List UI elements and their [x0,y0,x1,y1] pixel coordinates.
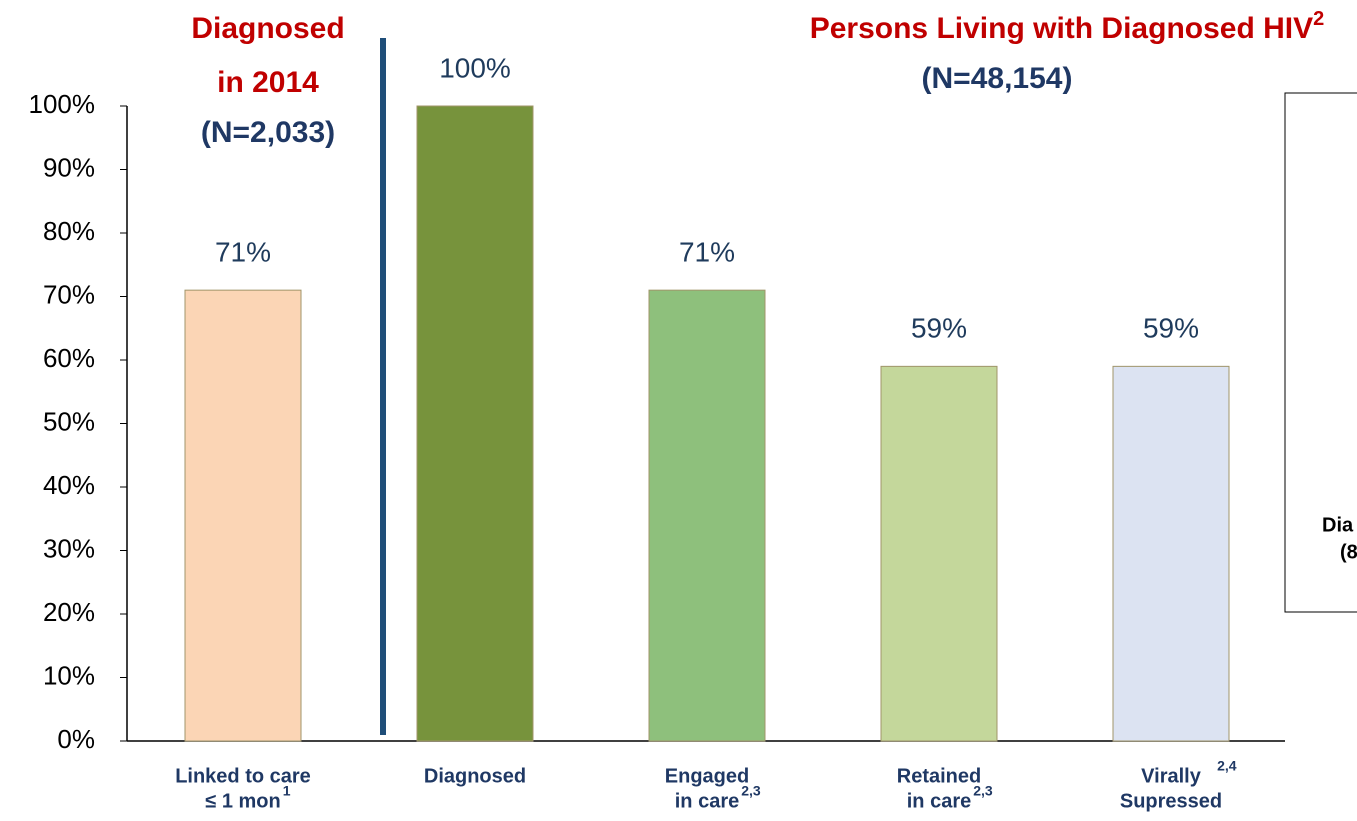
side-panel-text: (8 [1340,541,1357,563]
bar [880,365,998,742]
x-tick-note: 2,4 [1217,758,1237,774]
y-tick-label: 100% [29,89,96,119]
left-title: in 2014 [217,66,319,99]
x-tick-note: 2,3 [741,783,761,799]
value-label: 71% [679,237,735,268]
chart-title: Persons Living with Diagnosed HIV2 [810,8,1325,45]
y-tick-label: 40% [43,470,95,500]
x-tick-label: Linked to care [175,765,311,787]
chart-title-text: Persons Living with Diagnosed HIV [810,12,1313,45]
y-tick-label: 30% [43,533,95,563]
x-tick-label: Diagnosed [424,765,526,787]
y-tick-label: 10% [43,660,95,690]
chart-subtitle: (N=48,154) [922,62,1073,95]
y-tick-label: 90% [43,152,95,182]
side-panel [1284,92,1357,613]
side-panel-text: Dia [1322,514,1354,536]
bar [648,289,766,742]
chart-title-note: 2 [1313,8,1324,30]
x-tick-label: Virally [1141,765,1202,787]
y-tick-label: 70% [43,279,95,309]
x-tick-label: Retained [897,765,981,787]
left-title: Diagnosed [191,12,344,45]
x-tick-label: Engaged [665,765,749,787]
x-tick-note: 2,3 [973,783,993,799]
bar [1112,365,1230,742]
x-tick-label: Supressed [1120,790,1222,812]
x-tick-label: ≤ 1 mon [205,790,280,812]
y-tick-label: 20% [43,597,95,627]
x-tick-note: 1 [283,783,291,799]
x-tick-label: in care [675,790,739,812]
value-label: 59% [911,313,967,344]
y-tick-label: 0% [57,724,95,754]
x-tick-label: in care [907,790,971,812]
bar [416,105,534,742]
value-label: 59% [1143,313,1199,344]
left-title: (N=2,033) [201,116,335,149]
y-tick-label: 60% [43,343,95,373]
y-tick-label: 50% [43,406,95,436]
value-label: 71% [215,237,271,268]
value-label: 100% [439,52,511,83]
bar [184,289,302,742]
y-tick-label: 80% [43,216,95,246]
